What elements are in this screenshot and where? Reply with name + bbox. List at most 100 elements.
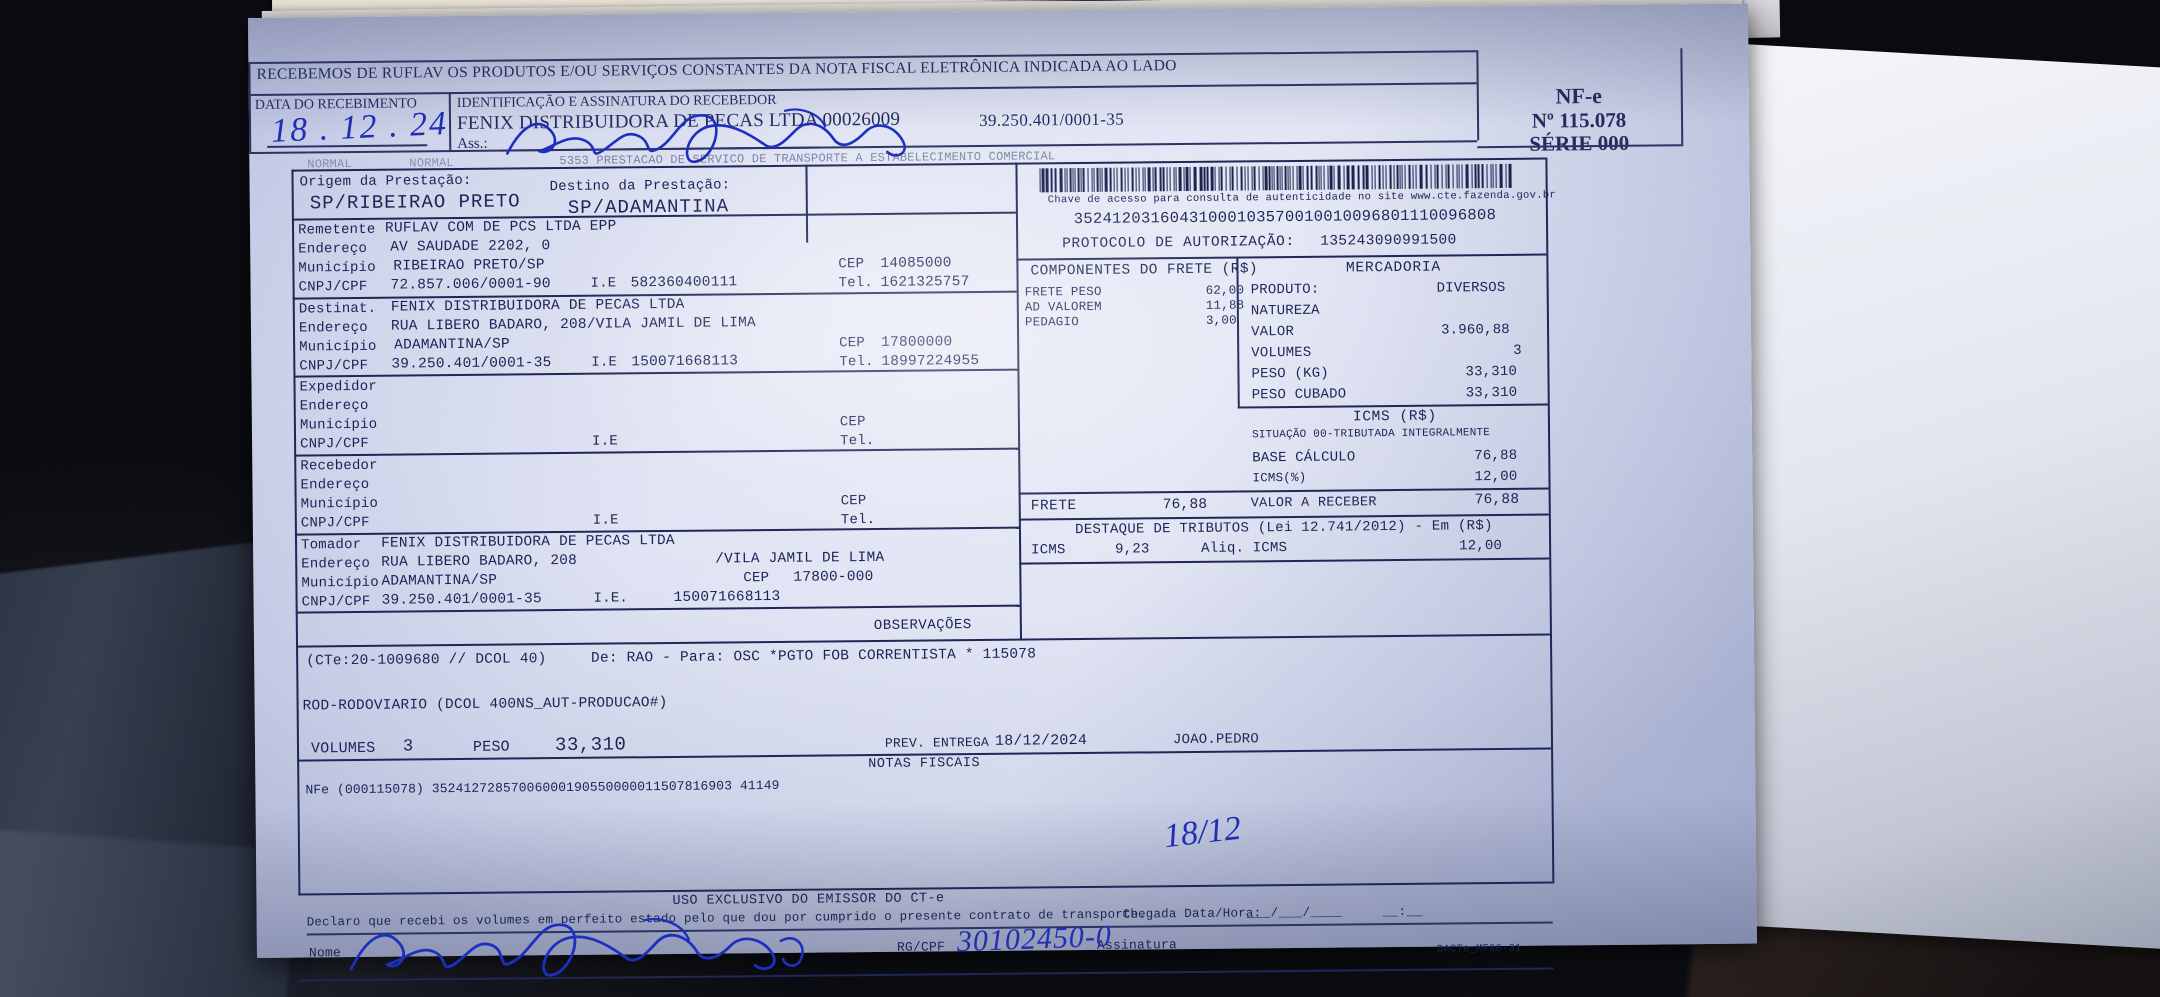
mercadoria-produto-label: PRODUTO: (1250, 281, 1320, 299)
expedidor-municipio-label: Município (299, 416, 378, 434)
tomador-municipio: ADAMANTINA/SP (381, 572, 498, 590)
mercadoria-volumes-value: 3 (1513, 342, 1522, 359)
recebedor-ie-label: I.E (592, 512, 619, 529)
rgcpf-handwritten: 30102450-0 (956, 919, 1113, 959)
recebedor-cnpj-label: CNPJ/CPF (300, 514, 370, 532)
destinatario-tel-label: Tel. (839, 354, 874, 371)
icms-percent-value: 12,00 (1474, 468, 1518, 486)
destinatario-municipio-label: Município (299, 338, 377, 356)
mercadoria-peso-cubado-value: 33,310 (1465, 384, 1518, 402)
jeans-left-lower (0, 829, 297, 997)
expedidor-tel-label: Tel. (840, 433, 875, 450)
remetente-tel: 1621325757 (880, 274, 970, 291)
destinatario-name: FENIX DISTRIBUIDORA DE PECAS LTDA (390, 296, 685, 316)
mercadoria-title: MERCADORIA (1345, 259, 1442, 277)
pedagio-label: PEDAGIO (1024, 315, 1079, 330)
prev-entrega-value: 18/12/2024 (994, 731, 1088, 750)
observacoes-volumes-label: VOLUMES (310, 739, 376, 758)
recebedor-municipio-label: Município (300, 495, 379, 513)
tributos-aliq-value: 12,00 (1459, 537, 1503, 555)
mercadoria-valor-value: 3.960,88 (1440, 321, 1510, 339)
dacte-footer-code: DACTe_MF06-31 (1436, 942, 1522, 956)
rgcpf-label: RG/CPF (896, 939, 946, 955)
tomador-cnpj-label: CNPJ/CPF (301, 593, 371, 611)
icms-base-value: 76,88 (1474, 447, 1518, 465)
remetente-ie: 582360400111 (630, 274, 738, 292)
recebedor-cep-label: CEP (840, 493, 867, 510)
componentes-frete-title: COMPONENTES DO FRETE (R$) (1030, 261, 1259, 280)
mercadoria-peso-label: PESO (KG) (1251, 365, 1329, 383)
recebedor-label: Recebedor (300, 457, 378, 475)
destinatario-ie-label: I.E (591, 354, 618, 371)
tomador-bairro: /VILA JAMIL DE LIMA (715, 549, 885, 568)
nfe-title: NF-e (1555, 83, 1603, 109)
remetente-cep: 14085000 (880, 255, 952, 272)
origem-label: Origem da Prestação: (299, 172, 472, 191)
remetente-cep-label: CEP (838, 256, 865, 273)
mercadoria-peso-value: 33,310 (1465, 363, 1518, 381)
remetente-municipio: RIBEIRAO PRETO/SP (393, 257, 545, 275)
remetente-endereco: AV SAUDADE 2202, 0 (390, 238, 551, 256)
icms-situacao: SITUAÇÃO 00-TRIBUTADA INTEGRALMENTE (1251, 427, 1491, 442)
pedagio-value: 3,00 (1205, 313, 1237, 328)
frete-peso-label: FRETE PESO (1024, 284, 1102, 300)
mercadoria-valor-label: VALOR (1250, 323, 1295, 341)
remetente-endereco-label: Endereço (298, 240, 368, 258)
tomador-name: FENIX DISTRIBUIDORA DE PECAS LTDA (380, 532, 675, 552)
recebedor-tel-label: Tel. (840, 512, 876, 529)
tomador-ie: 150071668113 (673, 588, 781, 606)
destinatario-tel: 18997224955 (881, 352, 980, 370)
tomador-municipio-label: Município (301, 574, 379, 592)
destinatario-cnpj-label: CNPJ/CPF (299, 357, 369, 375)
remetente-cnpj-label: CNPJ/CPF (298, 278, 368, 296)
destinatario-label: Destinat. (298, 300, 377, 318)
mercadoria-natureza-label: NATUREZA (1250, 302, 1320, 320)
tomador-endereco-label: Endereço (301, 555, 371, 573)
mercadoria-produto-value: DIVERSOS (1436, 279, 1506, 297)
destinatario-endereco-label: Endereço (298, 319, 368, 337)
valor-receber-label: VALOR A RECEBER (1250, 495, 1377, 512)
footer-signature-scribble (349, 918, 804, 977)
receiver-signature-scribble (506, 108, 906, 164)
icms-title: ICMS (R$) (1352, 408, 1437, 426)
remetente-tel-label: Tel. (838, 275, 874, 292)
valor-receber-value: 76,88 (1474, 491, 1520, 509)
signature-label: Ass.: (457, 135, 488, 152)
tomador-cep-label: CEP (743, 570, 770, 587)
ad-valorem-label: AD VALOREM (1024, 299, 1102, 315)
destinatario-cep-label: CEP (839, 335, 866, 352)
expedidor-cnpj-label: CNPJ/CPF (300, 435, 369, 453)
observacoes-volumes-value: 3 (402, 737, 414, 757)
observacoes-peso-value: 33,310 (554, 733, 627, 757)
protocolo-label: PROTOCOLO DE AUTORIZAÇÃO: (1062, 233, 1295, 253)
frete-total-value: 76,88 (1162, 496, 1208, 514)
icms-percent-label: ICMS(%) (1252, 470, 1307, 486)
destinatario-municipio: ADAMANTINA/SP (394, 336, 510, 354)
chegada-label: Chegada Data/Hora: (1122, 906, 1262, 922)
white-paper-right (1695, 44, 2160, 952)
access-key-barcode (1039, 163, 1529, 193)
remetente-cnpj: 72.857.006/0001-90 (390, 276, 551, 294)
expedidor-label: Expedidor (299, 378, 378, 396)
prev-entrega-label: PREV. ENTREGA (884, 734, 990, 751)
remetente-label: Remetente (297, 221, 376, 239)
remetente-ie-label: I.E (590, 275, 617, 292)
dacte-document: RECEBEMOS DE RUFLAV OS PRODUTOS E/OU SER… (248, 3, 1757, 982)
destino-label: Destino da Prestação: (549, 177, 731, 196)
tomador-cep: 17800-000 (793, 569, 874, 586)
observacoes-peso-label: PESO (472, 738, 510, 756)
mercadoria-volumes-label: VOLUMES (1251, 344, 1312, 362)
chegada-value: ___/___/____ __:__ (1246, 904, 1423, 921)
tributos-icms-label: ICMS (1031, 542, 1066, 559)
nome-label: Nome (308, 945, 342, 961)
tomador-cnpj: 39.250.401/0001-35 (381, 591, 542, 609)
expedidor-endereco-label: Endereço (299, 397, 369, 415)
expedidor-cep-label: CEP (839, 414, 866, 431)
frete-total-label: FRETE (1030, 498, 1077, 515)
remetente-municipio-label: Município (298, 259, 376, 277)
recebedor-endereco-label: Endereço (300, 476, 370, 494)
tomador-label: Tomador (300, 536, 362, 554)
remetente-name: RUFLAV COM DE PCS LTDA EPP (384, 218, 617, 237)
tomador-ie-label: I.E. (593, 590, 629, 607)
